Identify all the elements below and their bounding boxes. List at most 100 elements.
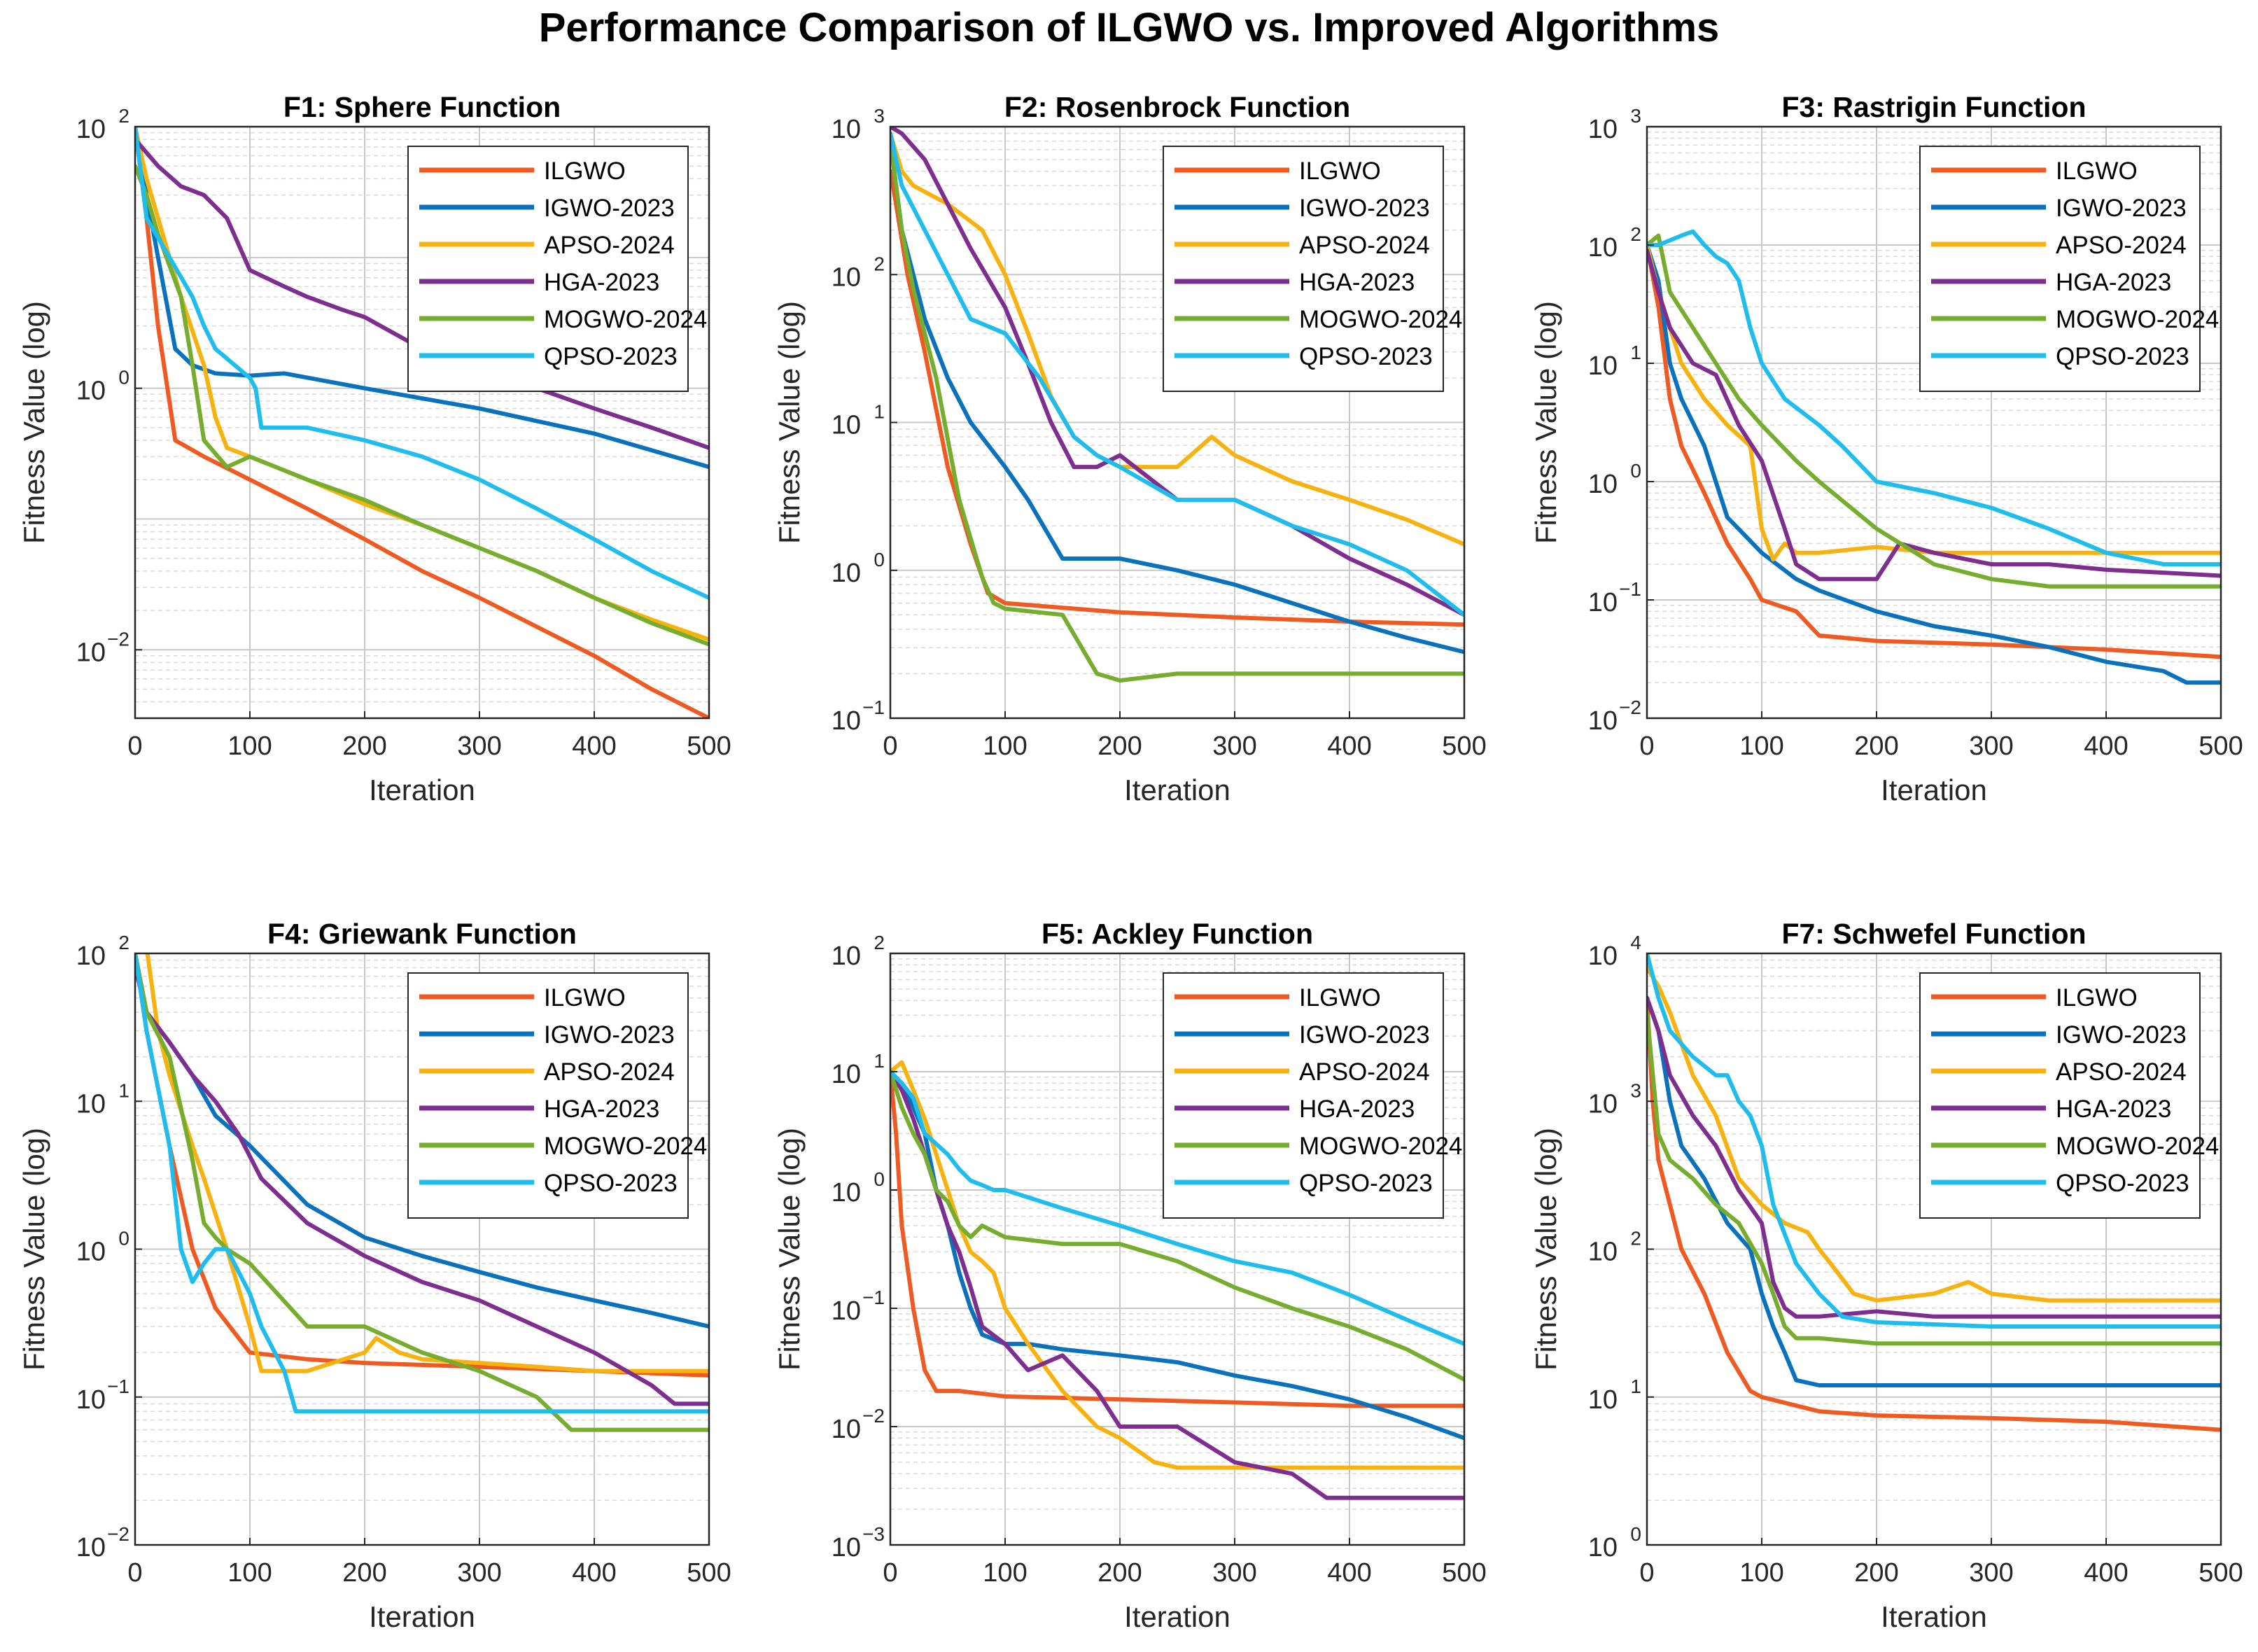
legend-label-apso-2024: APSO-2024 (1299, 1058, 1430, 1086)
figure-title: Performance Comparison of ILGWO vs. Impr… (538, 5, 1720, 50)
legend-label-mogwo-2024: MOGWO-2024 (1299, 1133, 1462, 1160)
y-tick-label: 10 (1588, 115, 1618, 144)
series-line-qpso-2023 (135, 127, 709, 600)
x-tick-label: 200 (342, 732, 386, 761)
y-tick-base: 10 (76, 1533, 106, 1562)
x-tick-label: 300 (457, 732, 501, 761)
y-tick-exponent: −2 (862, 1405, 885, 1427)
y-tick-exponent: −2 (1619, 696, 1641, 718)
y-tick-label: 10 (76, 1385, 106, 1415)
x-tick-label: 500 (1442, 1558, 1486, 1588)
y-tick-base: 10 (832, 941, 861, 971)
y-tick-exponent: 0 (1630, 460, 1641, 482)
y-tick-base: 10 (832, 262, 861, 292)
y-tick-base: 10 (832, 706, 861, 736)
legend-label-qpso-2023: QPSO-2023 (544, 343, 678, 370)
x-tick-label: 100 (1739, 732, 1783, 761)
series-line-qpso-2023 (135, 953, 709, 1414)
y-tick-label: 10 (76, 1089, 106, 1119)
series-line-qpso-2023 (890, 1070, 1464, 1346)
x-tick-label: 0 (127, 732, 142, 761)
x-tick-label: 100 (983, 732, 1027, 761)
y-tick-label: 10 (832, 706, 861, 736)
y-tick-exponent: 2 (874, 932, 885, 953)
y-tick-exponent: 0 (1630, 1523, 1641, 1545)
y-tick-label: 10 (76, 377, 106, 406)
y-tick-exponent: 1 (874, 401, 885, 423)
legend-label-qpso-2023: QPSO-2023 (1299, 1170, 1433, 1197)
y-tick-label: 10 (1588, 233, 1618, 262)
x-tick-label: 100 (227, 1558, 272, 1588)
series-line-ilgwo (135, 127, 709, 718)
chart-title: F7: Schwefel Function (1781, 918, 2086, 950)
legend-box (407, 972, 689, 1219)
x-tick-label: 200 (1098, 732, 1142, 761)
y-tick-exponent: −1 (107, 1376, 129, 1397)
x-tick-label: 300 (1212, 732, 1256, 761)
series-line-ilgwo (890, 1070, 1464, 1408)
chart-title: F3: Rastrigin Function (1781, 91, 2086, 123)
series-line-mogwo-2024 (890, 1070, 1464, 1382)
y-tick-base: 10 (1588, 233, 1618, 262)
x-tick-label: 100 (983, 1558, 1027, 1588)
y-tick-label: 10 (832, 559, 861, 588)
axes-box (134, 125, 710, 720)
legend-label-hga-2023: HGA-2023 (544, 1096, 659, 1123)
legend-box (407, 146, 689, 392)
y-tick-base: 10 (1588, 351, 1618, 381)
x-tick-label: 0 (1639, 732, 1654, 761)
x-tick-label: 500 (2199, 1558, 2243, 1588)
y-tick-base: 10 (1588, 470, 1618, 499)
series-lines (890, 127, 1464, 683)
y-tick-label: 10 (832, 411, 861, 440)
y-tick-exponent: −2 (107, 1523, 129, 1545)
series-lines (1647, 953, 2221, 1432)
series-line-igwo-2023 (1647, 995, 2221, 1387)
y-axis-label: Fitness Value (log) (17, 301, 50, 544)
series-lines (135, 127, 709, 718)
y-tick-label: 10 (832, 1296, 861, 1326)
legend-label-igwo-2023: IGWO-2023 (544, 195, 675, 222)
legend-label-qpso-2023: QPSO-2023 (544, 1170, 678, 1197)
series-line-ilgwo (1647, 243, 2221, 659)
legend-label-hga-2023: HGA-2023 (1299, 1096, 1415, 1123)
y-tick-exponent: 0 (118, 367, 129, 388)
y-tick-exponent: 2 (874, 253, 885, 274)
y-tick-label: 10 (832, 1178, 861, 1208)
legend-label-mogwo-2024: MOGWO-2024 (2056, 1133, 2219, 1160)
series-line-qpso-2023 (1647, 229, 2221, 567)
x-axis-label: Iteration (369, 774, 475, 806)
series-line-mogwo-2024 (135, 953, 709, 1432)
x-tick-label: 0 (883, 732, 897, 761)
y-tick-base: 10 (1588, 941, 1618, 971)
x-axis-label: Iteration (1124, 1600, 1230, 1633)
series-lines (890, 1060, 1464, 1500)
y-tick-exponent: 3 (874, 105, 885, 127)
series-line-hga-2023 (890, 127, 1464, 617)
legend-label-qpso-2023: QPSO-2023 (2056, 1170, 2189, 1197)
y-tick-exponent: 0 (118, 1228, 129, 1250)
legend-label-mogwo-2024: MOGWO-2024 (2056, 306, 2219, 333)
y-tick-base: 10 (1588, 1533, 1618, 1562)
x-tick-label: 400 (572, 1558, 616, 1588)
axes-box (889, 952, 1466, 1546)
x-tick-label: 400 (2084, 732, 2128, 761)
legend-label-apso-2024: APSO-2024 (2056, 1058, 2187, 1086)
series-lines (1647, 229, 2221, 685)
y-tick-label: 10 (76, 1533, 106, 1562)
minor-grid (1647, 131, 2221, 683)
x-tick-label: 300 (1969, 732, 2013, 761)
legend-label-apso-2024: APSO-2024 (1299, 232, 1430, 259)
y-tick-exponent: −2 (107, 628, 129, 650)
y-tick-base: 10 (832, 1533, 861, 1562)
legend-label-igwo-2023: IGWO-2023 (2056, 195, 2187, 222)
x-axis-label: Iteration (369, 1600, 475, 1633)
y-tick-exponent: 2 (118, 932, 129, 953)
x-tick-label: 400 (1327, 732, 1371, 761)
y-tick-base: 10 (1588, 1385, 1618, 1415)
series-lines (135, 953, 709, 1432)
